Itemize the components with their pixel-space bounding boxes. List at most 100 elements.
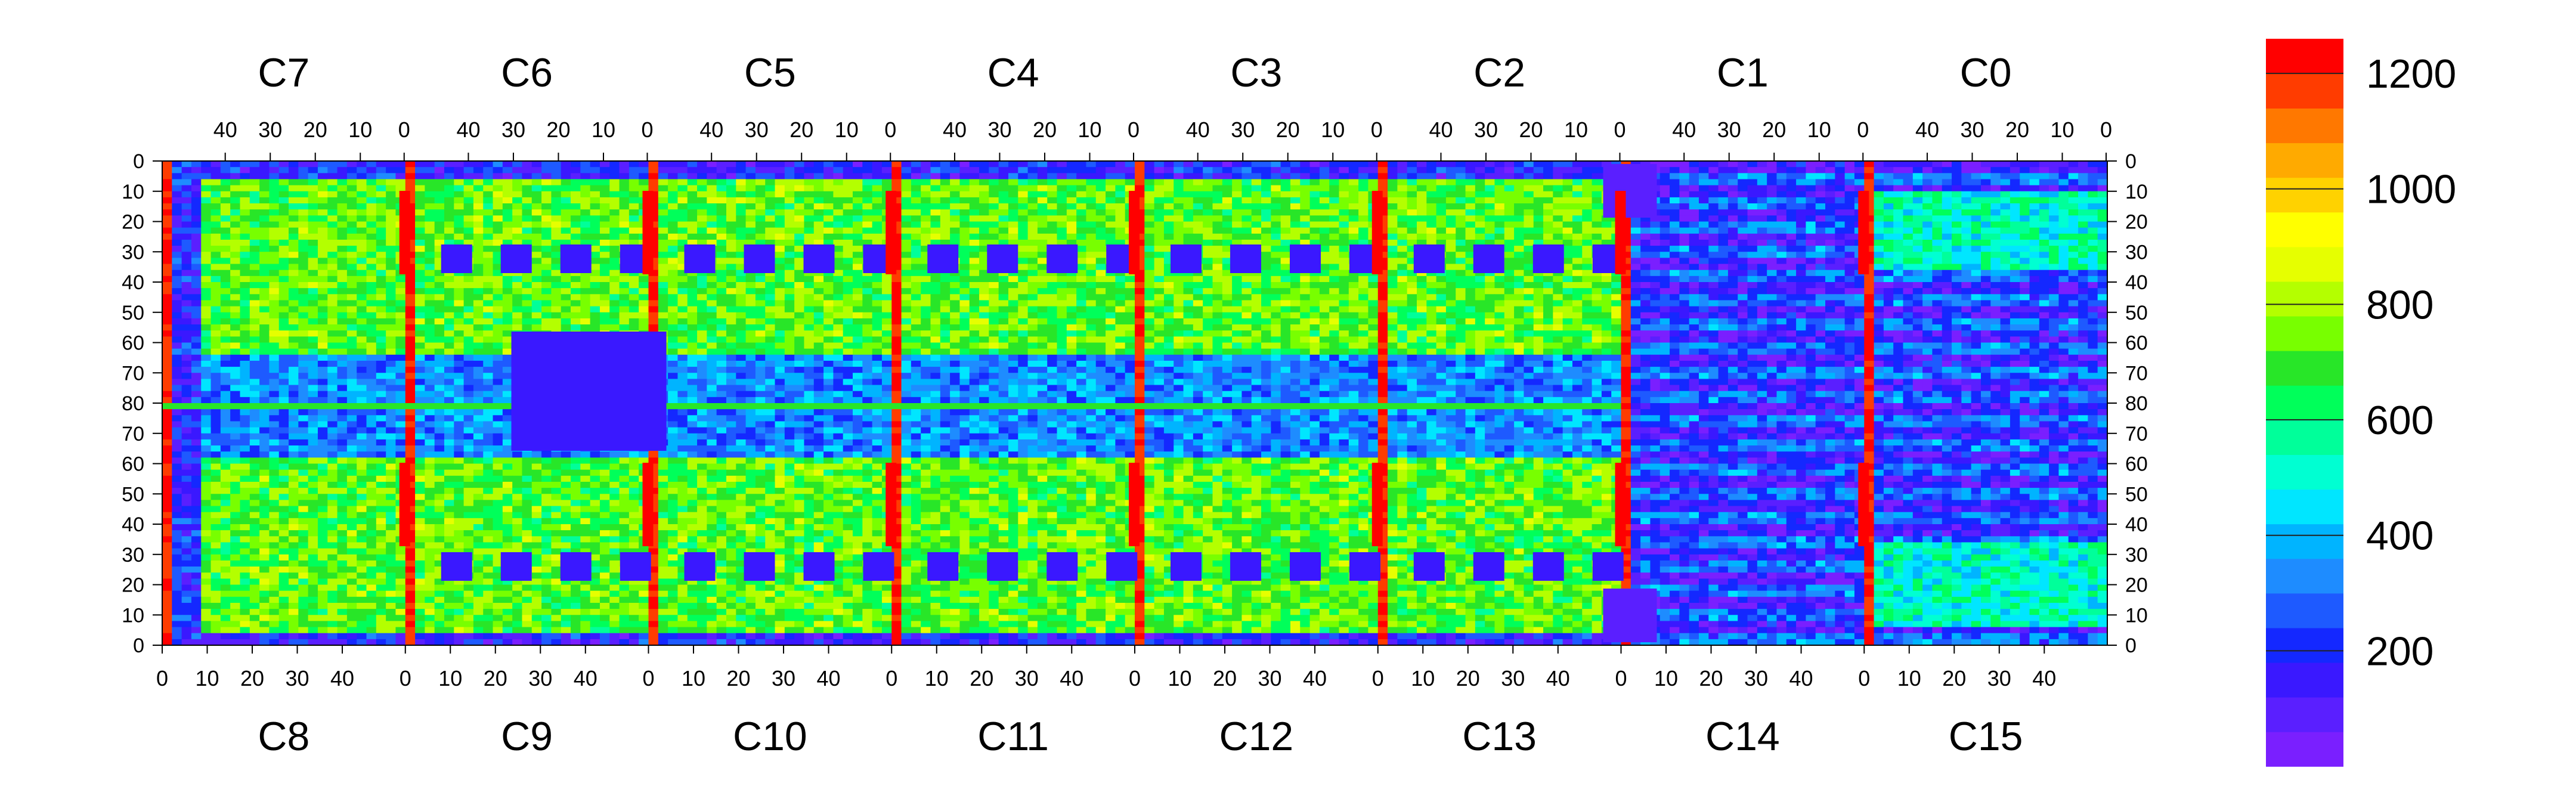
heatmap-cell	[522, 307, 532, 313]
heatmap-cell	[1241, 300, 1252, 307]
heatmap-cell	[1874, 294, 1884, 301]
heatmap-cell	[1884, 203, 1894, 210]
heatmap-cell	[930, 197, 940, 204]
heatmap-cell	[1339, 264, 1349, 271]
heatmap-cell	[1174, 282, 1184, 289]
heatmap-cell	[327, 246, 338, 252]
heatmap-cell	[1990, 215, 2001, 222]
heatmap-cell	[1942, 240, 1952, 246]
heatmap-cell	[629, 215, 639, 222]
heatmap-cell	[717, 264, 727, 271]
heatmap-cell	[532, 167, 542, 174]
heatmap-cell	[1504, 258, 1515, 264]
heatmap-cell	[425, 215, 435, 222]
heatmap-cell	[1135, 167, 1145, 174]
heatmap-cell	[1174, 215, 1184, 222]
heatmap-cell	[1300, 191, 1310, 198]
heatmap-cell	[1018, 234, 1028, 240]
heatmap-cell	[483, 258, 493, 264]
heatmap-cell	[1670, 173, 1680, 179]
heatmap-cell	[1106, 161, 1116, 168]
heatmap-cell	[1835, 191, 1845, 198]
heatmap-cell	[736, 307, 746, 313]
heatmap-cell	[259, 197, 270, 204]
heatmap-cell	[327, 288, 338, 295]
heatmap-cell	[1018, 191, 1028, 198]
heatmap-cell	[522, 234, 532, 240]
heatmap-cell	[1426, 179, 1436, 185]
heatmap-cell	[551, 185, 561, 192]
heatmap-cell	[259, 294, 270, 301]
heatmap-cell	[1232, 203, 1242, 210]
heatmap-cell	[1339, 185, 1349, 192]
heatmap-cell	[308, 234, 318, 240]
heatmap-cell	[1971, 215, 1981, 222]
heatmap-cell	[970, 294, 980, 301]
heatmap-cell	[649, 167, 659, 174]
heatmap-cell	[1339, 167, 1349, 174]
heatmap-cell	[2069, 197, 2079, 204]
heatmap-cell	[2088, 191, 2098, 198]
heatmap-cell	[221, 240, 231, 246]
heatmap-cell	[853, 161, 863, 168]
heatmap-cell	[1417, 185, 1427, 192]
heatmap-cell	[989, 294, 999, 301]
heatmap-cell	[1719, 179, 1729, 185]
heatmap-cell	[2078, 197, 2088, 204]
heatmap-cell	[1650, 246, 1660, 252]
heatmap-cell	[1475, 234, 1485, 240]
heatmap-cell	[609, 215, 620, 222]
heatmap-cell	[1757, 215, 1767, 222]
heatmap-cell	[590, 282, 600, 289]
heatmap-cell	[2001, 222, 2011, 228]
heatmap-cell	[1719, 191, 1729, 198]
heatmap-cell	[1767, 197, 1777, 204]
heatmap-cell	[1971, 209, 1981, 216]
heatmap-cell	[989, 234, 999, 240]
heatmap-cell	[1835, 173, 1845, 179]
heatmap-cell	[1845, 258, 1855, 264]
heatmap-cell	[843, 222, 853, 228]
heatmap-cell	[959, 294, 970, 301]
heatmap-cell	[1524, 185, 1534, 192]
heatmap-cell	[1524, 191, 1534, 198]
heatmap-cell	[1534, 234, 1544, 240]
heatmap-cell	[201, 179, 211, 185]
heatmap-cell	[172, 167, 182, 174]
heatmap-cell	[1271, 282, 1281, 289]
heatmap-cell	[1514, 167, 1524, 174]
heatmap-cell	[1485, 203, 1495, 210]
heatmap-cell	[483, 234, 493, 240]
heatmap-cell	[1854, 276, 1865, 283]
heatmap-cell	[717, 167, 727, 174]
heatmap-cell	[717, 222, 727, 228]
heatmap-cell	[376, 179, 386, 185]
heatmap-cell	[1096, 228, 1106, 234]
heatmap-cell	[1096, 252, 1106, 258]
heatmap-cell	[853, 246, 863, 252]
heatmap-cell	[1456, 288, 1466, 295]
heatmap-cell	[1349, 197, 1359, 204]
heatmap-cell	[1776, 270, 1787, 277]
heatmap-cell	[1241, 179, 1252, 185]
heatmap-cell	[979, 185, 989, 192]
heatmap-cell	[1028, 173, 1038, 179]
heatmap-cell	[940, 222, 950, 228]
heatmap-cell	[930, 276, 940, 283]
heatmap-cell	[1504, 294, 1515, 301]
heatmap-cell	[1534, 288, 1544, 295]
heatmap-cell	[765, 300, 775, 307]
heatmap-cell	[1874, 307, 1884, 313]
heatmap-cell	[1748, 252, 1758, 258]
heatmap-cell	[882, 167, 892, 174]
heatmap-cell	[541, 294, 552, 301]
heatmap-cell	[1748, 203, 1758, 210]
heatmap-cell	[1572, 300, 1583, 307]
heatmap-cell	[415, 258, 425, 264]
heatmap-cell	[1553, 215, 1563, 222]
heatmap-cell	[658, 185, 668, 192]
heatmap-cell	[609, 185, 620, 192]
heatmap-cell	[609, 300, 620, 307]
heatmap-cell	[1728, 215, 1738, 222]
